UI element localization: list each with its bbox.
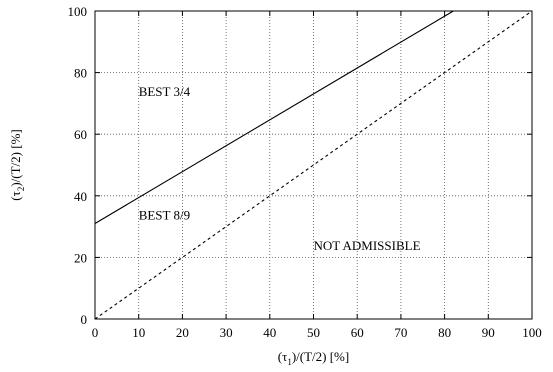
y-tick-label: 20 (74, 250, 87, 265)
y-axis-label: (τ2)/(T/2) [%] (8, 129, 26, 200)
y-axis-label-base: (τ (8, 191, 23, 201)
x-tick-label: 10 (132, 325, 145, 340)
x-tick-label: 90 (482, 325, 495, 340)
x-tick-label: 20 (176, 325, 189, 340)
annotations: BEST 3/4 BEST 8/9 NOT ADMISSIBLE (139, 84, 421, 253)
grid (95, 11, 532, 319)
ticks: 0 10 20 30 40 50 60 70 80 90 100 0 20 40 60 80 100 (68, 4, 542, 340)
x-axis-label: (τ1)/(T/2) [%] (278, 349, 349, 367)
series-line-2 (94, 10, 533, 320)
x-tick-label: 40 (263, 325, 276, 340)
y-axis-label-sub: 2 (16, 187, 26, 192)
x-tick-label: 80 (438, 325, 451, 340)
x-tick-label: 70 (394, 325, 407, 340)
annotation-label: BEST 8/9 (139, 207, 190, 222)
annotation-label: BEST 3/4 (139, 84, 191, 99)
y-axis-label-rest: )/(T/2) [%] (8, 129, 23, 186)
y-tick-label: 40 (74, 189, 87, 204)
y-tick-label: 60 (74, 127, 87, 142)
annotation-label: NOT ADMISSIBLE (314, 238, 421, 253)
y-tick-label: 80 (74, 66, 87, 81)
x-tick-label: 50 (307, 325, 320, 340)
y-tick-label: 0 (81, 312, 88, 327)
x-axis-label-base: (τ (278, 349, 288, 364)
x-tick-label: 100 (522, 325, 542, 340)
y-tick-label: 100 (68, 4, 88, 19)
x-axis-label-sub: 1 (287, 357, 292, 367)
x-axis-label-rest: )/(T/2) [%] (292, 349, 349, 364)
x-tick-label: 30 (220, 325, 233, 340)
series-line-1 (94, 10, 454, 224)
x-tick-label: 60 (351, 325, 364, 340)
x-tick-label: 0 (92, 325, 99, 340)
series-layer (94, 10, 533, 320)
